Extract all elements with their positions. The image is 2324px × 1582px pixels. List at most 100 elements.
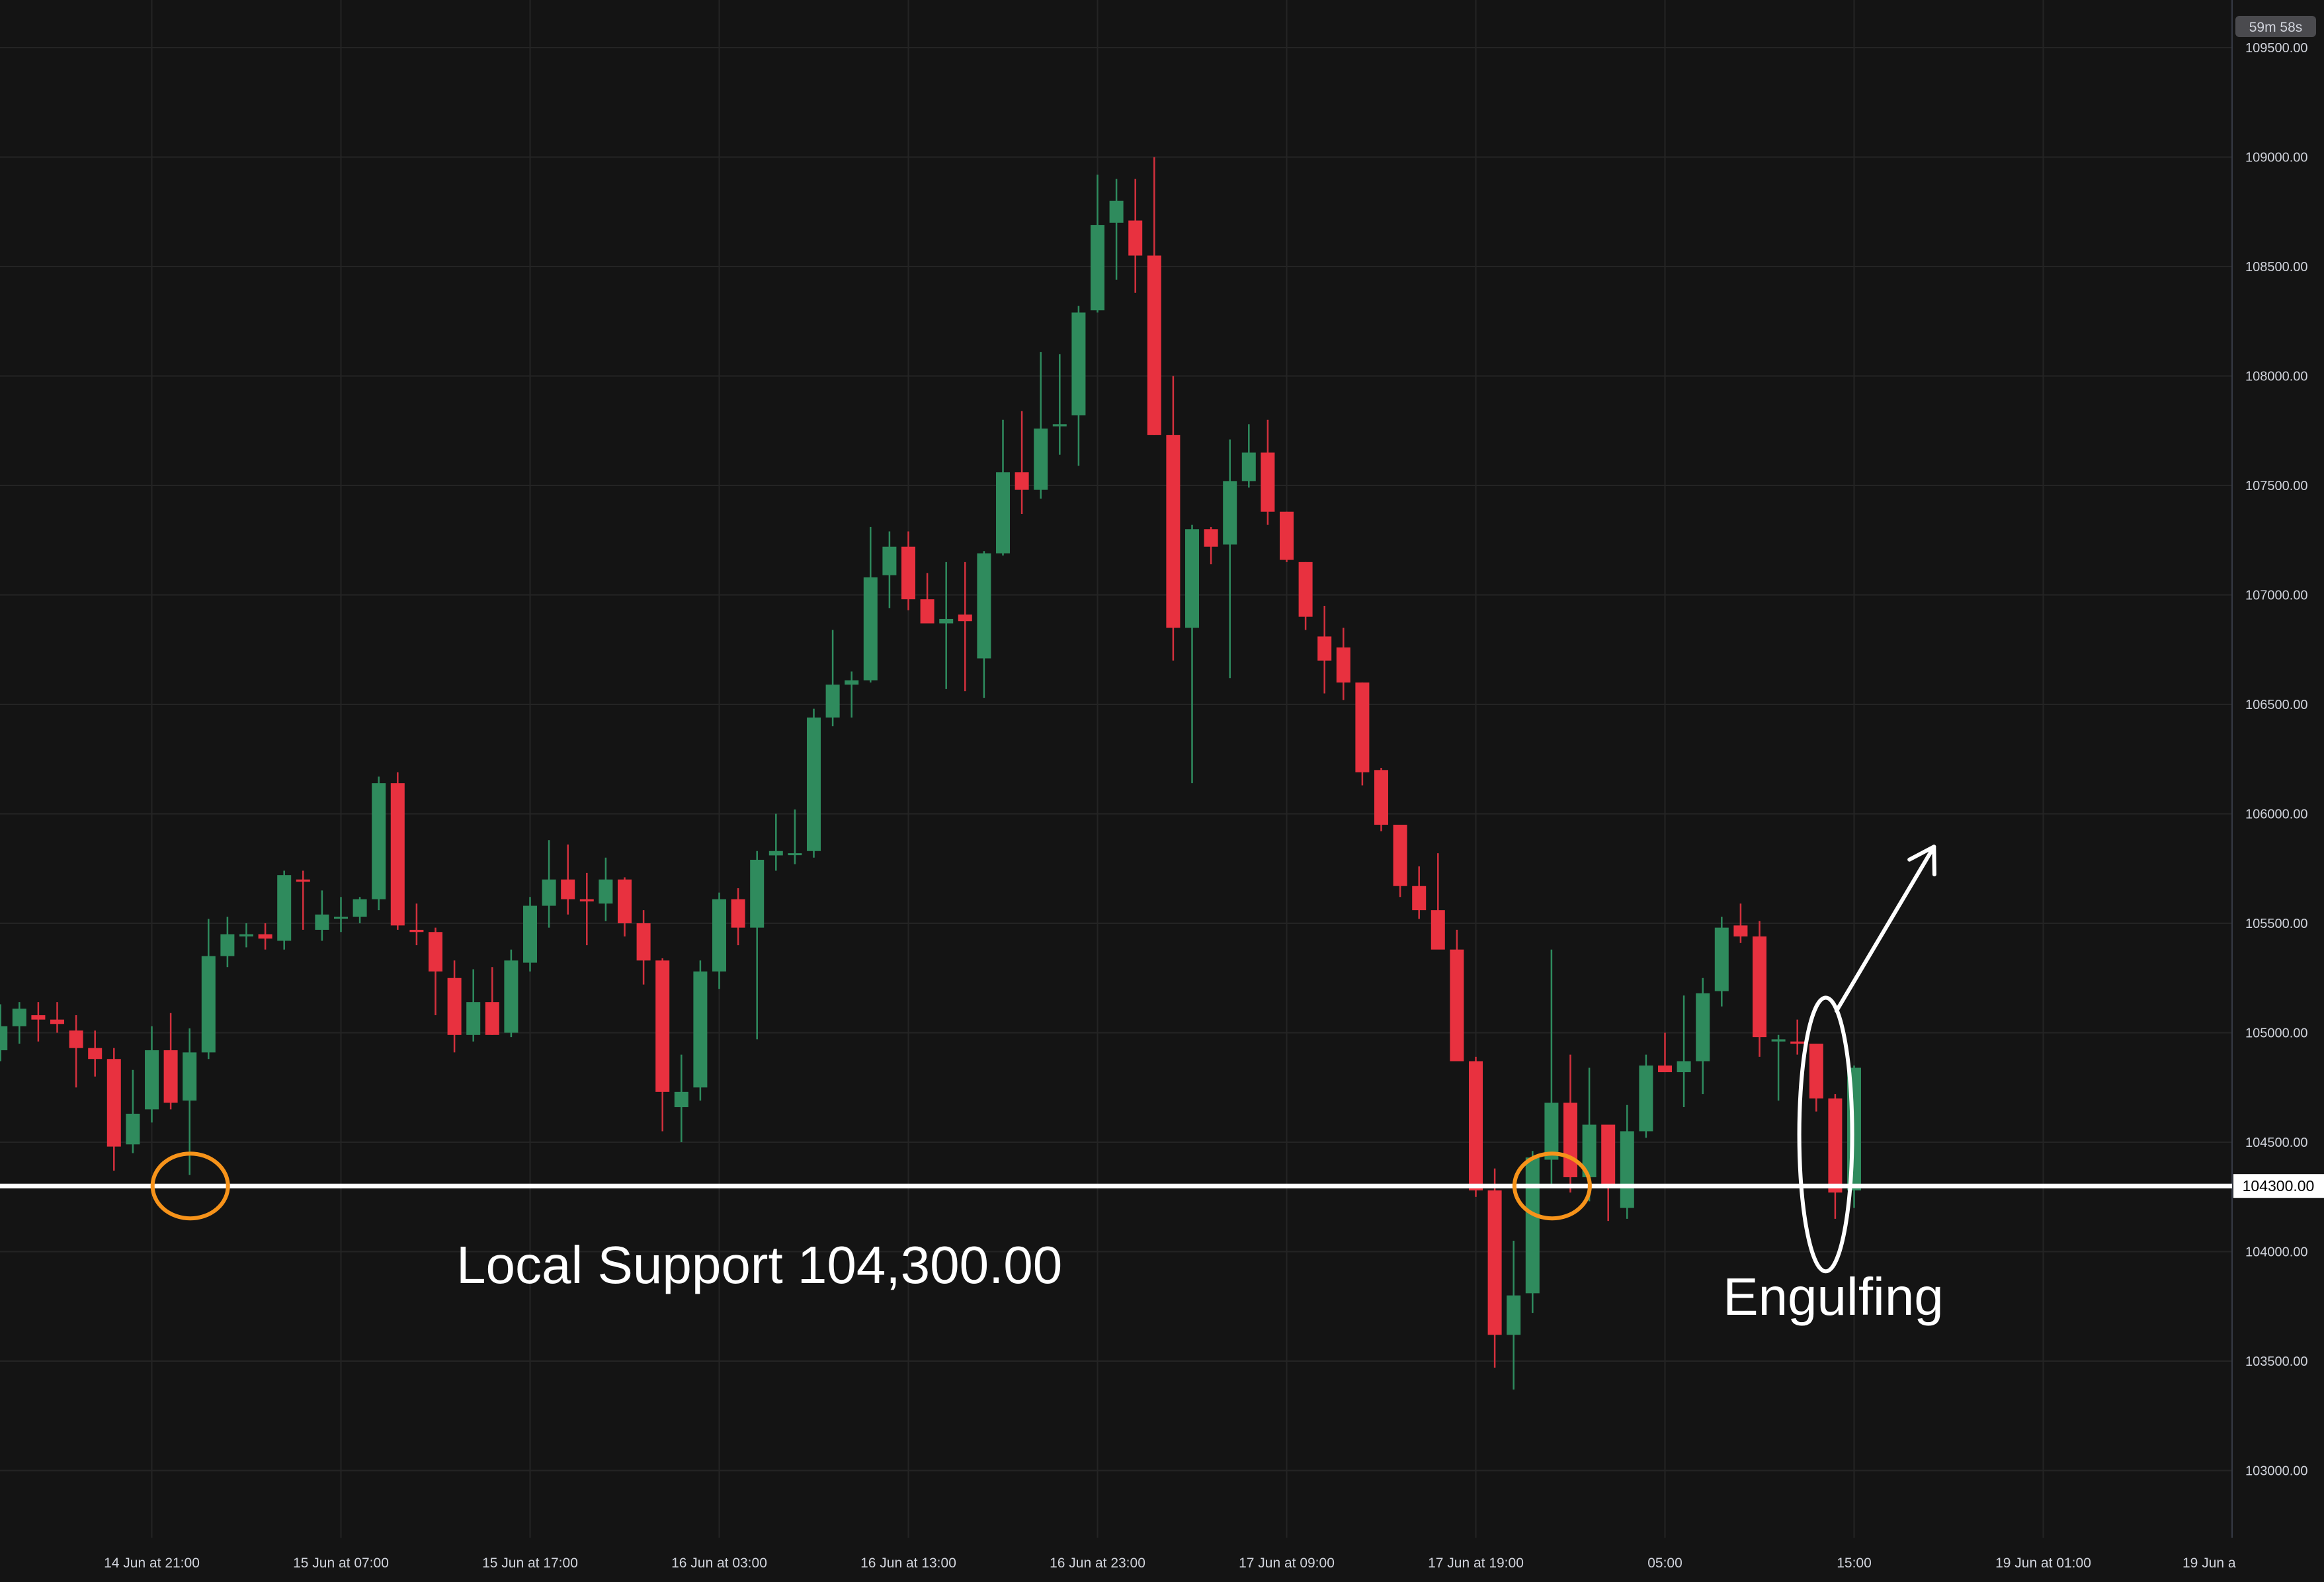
support-annotation-text: Local Support 104,300.00	[456, 1235, 1062, 1294]
candle-body-up	[315, 914, 329, 930]
candle	[1015, 411, 1029, 515]
candle	[277, 870, 292, 950]
candle-body-down	[920, 599, 934, 624]
candle	[863, 526, 878, 683]
candle	[901, 531, 915, 610]
candle-body-down	[901, 546, 915, 600]
candle	[1393, 825, 1407, 897]
support-line-group: 104300.00	[0, 1174, 2324, 1198]
candle-body-down	[409, 929, 424, 933]
candle-body-down	[1431, 910, 1445, 950]
time-tick-label: 16 Jun at 23:00	[1050, 1556, 1145, 1571]
candle	[523, 897, 537, 972]
candle-body-down	[1469, 1061, 1483, 1190]
candle-body-up	[220, 934, 235, 956]
candle	[1431, 853, 1445, 950]
candle	[1828, 1094, 1843, 1219]
candle	[1128, 179, 1143, 293]
candle-body-down	[1280, 511, 1294, 560]
candle-body-down	[69, 1030, 83, 1048]
candle	[1034, 352, 1048, 499]
candle	[1733, 903, 1748, 943]
candle	[807, 708, 821, 858]
candle-body-down	[163, 1050, 178, 1103]
price-tick-label: 107500.00	[2245, 479, 2308, 493]
candle	[220, 917, 235, 968]
candle-body-up	[334, 917, 348, 919]
candle-body-up	[353, 899, 367, 917]
candle-body-up	[145, 1050, 159, 1110]
candle	[429, 927, 442, 1016]
candle-body-down	[1261, 452, 1275, 512]
candle-body-down	[1355, 682, 1370, 772]
candle	[1204, 526, 1218, 565]
time-tick-label: 17 Jun at 19:00	[1428, 1556, 1524, 1571]
candle-body-down	[1166, 435, 1181, 628]
candle	[674, 1054, 688, 1142]
candle	[88, 1030, 103, 1077]
candle-body-up	[939, 618, 954, 624]
candle	[1809, 1044, 1823, 1112]
price-tick-label: 105500.00	[2245, 917, 2308, 931]
candle	[504, 949, 519, 1038]
candle	[0, 1004, 8, 1062]
candle-body-up	[239, 934, 253, 937]
candle-body-down	[1336, 647, 1350, 683]
candle	[939, 562, 954, 689]
candle	[1147, 157, 1161, 435]
price-tick-label: 108500.00	[2245, 260, 2308, 274]
candle	[1658, 1032, 1672, 1073]
engulfing-ellipse	[1797, 995, 1854, 1274]
candle-body-down	[655, 960, 670, 1092]
candle-body-down	[1128, 220, 1143, 256]
candle	[466, 969, 481, 1042]
candle	[390, 772, 405, 930]
candle	[1790, 1019, 1805, 1055]
candle-body-up	[183, 1052, 197, 1101]
candle	[315, 890, 329, 941]
candle-body-up	[1525, 1157, 1540, 1294]
candle-body-up	[1620, 1131, 1634, 1208]
candle-body-down	[429, 932, 442, 972]
candle	[447, 960, 462, 1053]
price-tick-label: 105000.00	[2245, 1026, 2308, 1041]
candle-body-down	[50, 1019, 64, 1024]
candle	[1639, 1054, 1653, 1138]
candle-body-down	[1733, 925, 1748, 937]
grid-lines	[0, 0, 2232, 1538]
candle	[1071, 306, 1086, 466]
candle	[1166, 376, 1181, 661]
candle	[636, 910, 651, 985]
candle	[372, 776, 386, 911]
candle	[145, 1026, 159, 1123]
candle-body-up	[201, 956, 216, 1053]
price-tick-label: 109500.00	[2245, 41, 2308, 56]
candle	[1355, 682, 1370, 786]
candle	[1091, 174, 1104, 313]
candle-body-up	[1544, 1103, 1559, 1160]
candle-body-down	[1450, 949, 1464, 1062]
time-tick-label: 05:00	[1647, 1556, 1682, 1571]
candle-body-up	[12, 1009, 26, 1026]
time-tick-label: 15:00	[1837, 1556, 1872, 1571]
candle-body-up	[1507, 1295, 1521, 1335]
candle-body-down	[579, 899, 594, 901]
candle	[296, 870, 310, 930]
candle	[1677, 995, 1691, 1108]
candle-body-down	[1828, 1098, 1843, 1193]
highlight-circle	[1512, 1151, 1592, 1221]
candle-body-down	[731, 899, 745, 928]
candle	[1450, 929, 1464, 1062]
candle	[750, 851, 765, 1040]
timer-badge: 59m 58s	[2235, 16, 2316, 37]
candle-body-up	[807, 717, 821, 851]
candle-body-down	[1204, 529, 1218, 547]
candle-body-up	[0, 1026, 8, 1050]
candle-body-down	[1790, 1041, 1805, 1044]
candle	[1261, 419, 1275, 525]
candle-body-up	[1223, 481, 1237, 545]
candle	[1052, 354, 1067, 455]
candle	[996, 419, 1010, 556]
time-tick-label: 19 Jun at 01:00	[1995, 1556, 2091, 1571]
